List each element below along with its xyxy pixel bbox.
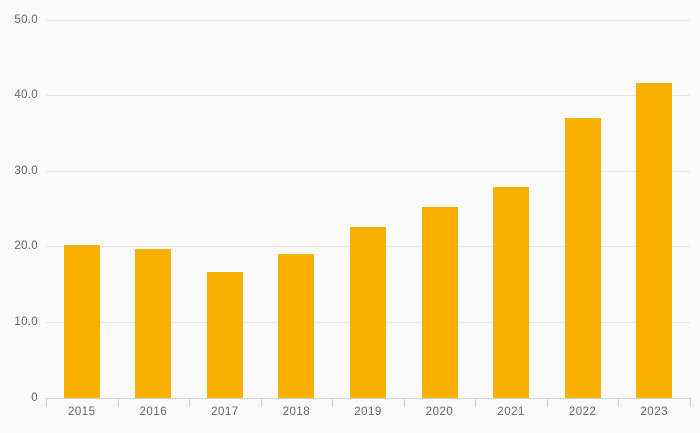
x-axis-tick — [546, 398, 548, 407]
x-axis-label-2023: 2023 — [640, 406, 668, 418]
y-axis-label-30: 30.0 — [14, 164, 38, 177]
bar-2021 — [493, 187, 530, 398]
y-axis-label-50: 50.0 — [14, 13, 38, 26]
bar-2016 — [135, 249, 172, 398]
y-axis-label-20: 20.0 — [14, 240, 38, 253]
gridline-40 — [46, 95, 690, 97]
bar-2023 — [636, 82, 673, 398]
x-axis-tick — [475, 398, 477, 407]
x-axis-tick — [189, 398, 191, 407]
y-axis-label-0: 0 — [31, 391, 38, 404]
x-axis-label-2022: 2022 — [568, 406, 597, 418]
bar-2022 — [564, 118, 601, 398]
x-axis-tick — [260, 398, 262, 407]
y-axis-label-40: 40.0 — [14, 89, 38, 102]
x-axis-label-2017: 2017 — [211, 406, 239, 418]
x-axis-tick — [332, 398, 334, 407]
bar-2019 — [350, 227, 386, 398]
x-axis-label-2019: 2019 — [354, 406, 382, 418]
x-axis-label-2016: 2016 — [139, 406, 168, 418]
x-axis-line — [46, 398, 690, 399]
x-axis-label-2015: 2015 — [67, 406, 96, 418]
bar-2020 — [421, 206, 458, 398]
x-axis-tick — [117, 398, 119, 407]
x-axis-label-2021: 2021 — [497, 406, 525, 418]
x-axis-tick — [46, 398, 47, 407]
y-axis-label-10: 10.0 — [14, 315, 38, 328]
gridline-30 — [46, 170, 690, 172]
x-axis-tick — [618, 398, 620, 407]
gridline-50 — [46, 19, 690, 21]
bar-2018 — [278, 254, 315, 398]
bar-2017 — [206, 271, 243, 398]
x-axis-label-2018: 2018 — [282, 406, 311, 418]
x-axis-label-2020: 2020 — [425, 406, 454, 418]
x-axis-tick — [403, 398, 405, 407]
bar-2015 — [63, 244, 100, 398]
x-axis-tick — [690, 398, 691, 407]
